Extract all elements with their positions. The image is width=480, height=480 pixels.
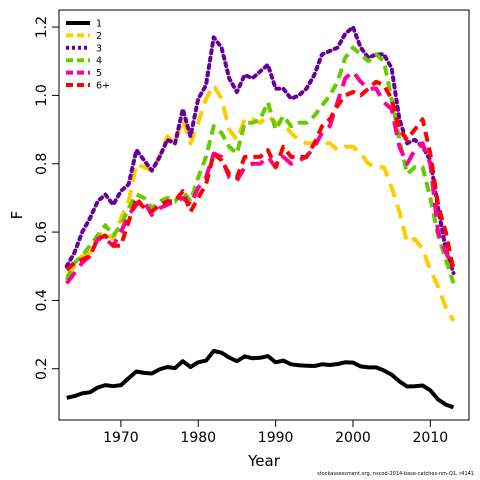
y-tick-label: 0.8 — [34, 153, 50, 175]
series-layer — [64, 25, 456, 410]
y-tick-label: 0.6 — [34, 221, 50, 243]
y-tick-label: 1.2 — [34, 16, 50, 38]
legend: 123 45 6+ — [66, 19, 110, 92]
x-tick-label: 2000 — [335, 430, 371, 446]
legend-label-5: 5 — [96, 68, 102, 79]
x-tick-label: 2010 — [413, 430, 449, 446]
y-tick-label: 1.0 — [34, 84, 50, 106]
series-line-6 — [65, 79, 456, 272]
legend-label-6: 6+ — [96, 81, 110, 92]
legend-label-4: 4 — [96, 56, 102, 67]
legend-label-1: 1 — [96, 19, 102, 30]
series-line-5 — [65, 69, 456, 285]
x-tick-label: 1990 — [258, 430, 294, 446]
credit-text: stockassessment.org, nscod-2014-base-cat… — [317, 471, 474, 477]
x-tick-label: 1970 — [103, 430, 139, 446]
series-line-1 — [66, 349, 455, 410]
y-tick-label: 0.2 — [34, 358, 50, 380]
y-axis: 0.2 0.4 0.6 0.8 1.0 1.2 — [34, 16, 59, 380]
series-line-2 — [65, 83, 456, 322]
x-axis-label: Year — [247, 452, 281, 470]
y-axis-label: F — [8, 211, 26, 220]
x-tick-label: 1980 — [180, 430, 216, 446]
series-line-3 — [64, 25, 456, 276]
x-axis: 1970 1980 1990 2000 2010 — [103, 420, 448, 446]
legend-label-3: 3 — [96, 43, 102, 54]
plot-frame — [58, 9, 470, 421]
y-tick-label: 0.4 — [34, 289, 50, 311]
legend-label-2: 2 — [96, 31, 102, 42]
series-line-4 — [64, 45, 456, 284]
